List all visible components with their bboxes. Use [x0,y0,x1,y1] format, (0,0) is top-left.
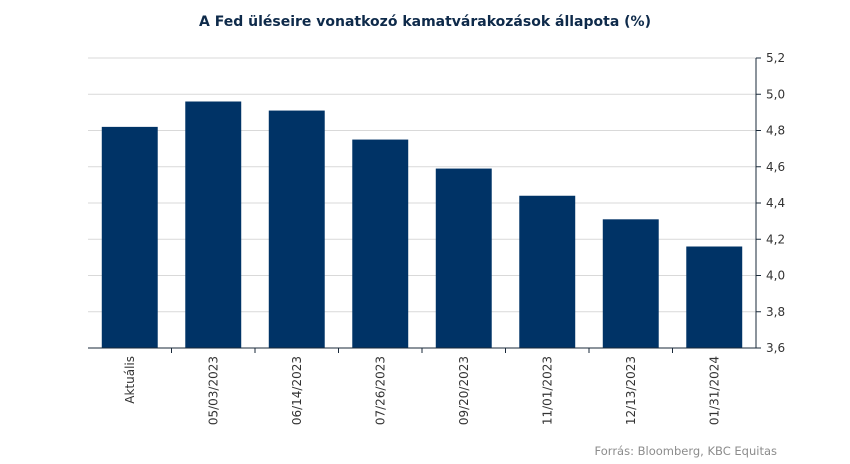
bar [686,246,743,348]
y-tick-label: 4,8 [766,124,785,138]
bar [268,110,325,348]
chart-title: A Fed üléseire vonatkozó kamatvárakozáso… [199,14,651,30]
y-tick-label: 4,0 [766,269,785,283]
x-tick-label: 07/26/2023 [373,356,387,425]
y-tick-label: 4,4 [766,196,785,210]
bar [101,126,158,348]
bar [435,168,492,348]
y-tick-label: 3,8 [766,305,785,319]
bars [101,101,743,348]
x-tick-label: 06/14/2023 [290,356,304,425]
y-tick-label: 3,6 [766,341,785,355]
x-tick-label: 12/13/2023 [624,356,638,425]
x-tick-label: 05/03/2023 [206,356,220,425]
source-note: Forrás: Bloomberg, KBC Equitas [594,444,777,458]
y-tick-label: 4,6 [766,160,785,174]
bar [185,101,242,348]
x-tick-label: 09/20/2023 [457,356,471,425]
y-tick-label: 5,2 [766,51,785,65]
y-tick-label: 5,0 [766,87,785,101]
y-tick-labels: 3,6 3,8 4,0 4,2 4,4 4,6 4,8 5,0 5,2 [766,51,785,355]
bar [352,139,409,348]
bar [519,195,576,348]
x-tick-labels: Aktuális 05/03/2023 06/14/2023 07/26/2023 09… [123,348,721,425]
x-tick-label: Aktuális [123,356,137,404]
x-tick-label: 01/31/2024 [707,356,721,425]
bar [602,219,659,348]
x-tick-label: 11/01/2023 [540,356,554,425]
y-tick-label: 4,2 [766,232,785,246]
